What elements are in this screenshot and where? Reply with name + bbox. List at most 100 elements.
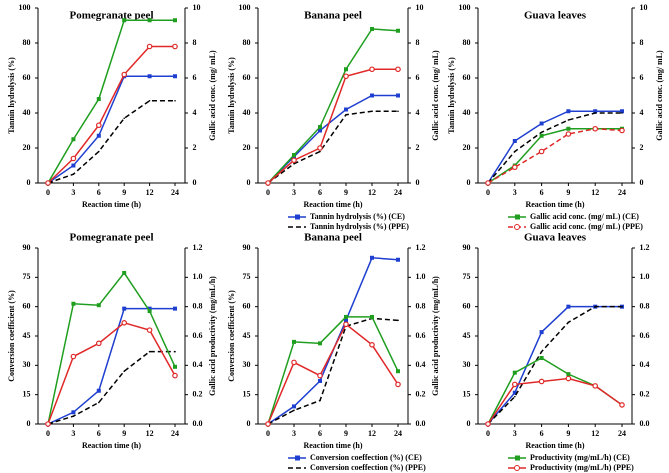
data-point: [395, 381, 401, 388]
series-line: [267, 316, 399, 425]
y-tick-label: 15: [463, 389, 471, 398]
data-point: [539, 121, 544, 126]
y2-tick-label: 0: [416, 178, 420, 187]
y2-axis-label: Gallic acid conc. (mg/ mL): [655, 50, 664, 141]
legend-label: Gallic acid conc. (mg/ mL) (CE): [530, 212, 639, 221]
data-point: [292, 404, 296, 409]
data-point: [621, 112, 623, 114]
y2-tick-label: 0.6: [193, 331, 203, 340]
x-tick-label: 12: [146, 188, 154, 197]
data-point: [318, 128, 322, 133]
data-point: [369, 66, 375, 73]
legend-marker: [514, 224, 520, 230]
y2-tick-label: 0.6: [416, 331, 426, 340]
y2-tick-label: 1.0: [640, 272, 650, 281]
x-tick-label: 24: [171, 188, 179, 197]
y2-tick-label: 0.6: [640, 331, 650, 340]
data-point: [293, 409, 295, 412]
legend-label: Conversion coeffection (%) (PPE): [310, 463, 426, 472]
x-tick-label: 12: [368, 429, 376, 438]
y-tick-label: 0: [467, 419, 471, 428]
data-point: [396, 257, 400, 262]
y2-tick-label: 4: [193, 108, 197, 117]
data-point: [121, 71, 128, 78]
series-line: [267, 28, 399, 184]
y-tick-label: 90: [243, 243, 251, 252]
y2-tick-label: 6: [416, 73, 420, 82]
data-point: [146, 327, 153, 333]
x-tick-label: 3: [513, 429, 517, 438]
chart-title: Guava leaves: [524, 232, 587, 244]
data-point: [147, 309, 152, 314]
y-tick-label: 90: [23, 243, 31, 252]
x-tick-label: 12: [591, 188, 599, 197]
x-axis-label: Reaction time (h): [525, 441, 584, 450]
data-point: [619, 127, 625, 134]
x-tick-label: 9: [122, 188, 126, 197]
data-point: [173, 364, 177, 369]
data-point: [319, 399, 321, 402]
data-point: [512, 370, 517, 375]
data-point: [96, 388, 101, 393]
data-point: [592, 383, 599, 389]
data-point: [512, 139, 517, 143]
data-point: [122, 18, 127, 23]
y2-tick-label: 0.0: [193, 419, 203, 428]
y2-axis-label: Gallic acid conc. (mg/ mL): [431, 50, 440, 141]
data-point: [45, 180, 51, 186]
data-point: [370, 255, 374, 260]
data-point: [96, 97, 101, 101]
series-line: [47, 307, 175, 425]
data-point: [371, 110, 373, 113]
series-line: [47, 321, 176, 425]
data-point: [96, 340, 102, 347]
data-point: [317, 372, 323, 379]
data-point: [511, 164, 518, 171]
y-axis-label: Conversion coefficient (%): [227, 290, 236, 382]
data-point: [123, 370, 125, 373]
y2-tick-label: 4: [416, 108, 420, 117]
data-point: [396, 28, 400, 33]
y2-tick-label: 10: [416, 3, 424, 12]
data-point: [265, 180, 271, 186]
data-point: [71, 163, 76, 168]
data-point: [539, 330, 544, 335]
y-axis-label: Tannin hydrolysis (%): [447, 57, 456, 134]
y-tick-label: 80: [463, 38, 471, 47]
x-axis-label: Reaction time (h): [303, 200, 362, 209]
data-point: [343, 73, 349, 80]
data-point: [292, 153, 296, 157]
x-tick-label: 3: [71, 188, 75, 197]
data-point: [96, 133, 101, 138]
data-point: [397, 110, 399, 113]
data-point: [592, 125, 599, 132]
data-point: [148, 350, 151, 353]
y2-axis-label: Gallic acid conc. (mg/ mL): [208, 50, 217, 141]
data-point: [174, 350, 176, 353]
x-tick-label: 3: [71, 429, 75, 438]
x-tick-label: 9: [344, 429, 348, 438]
y2-tick-label: 0.8: [416, 301, 426, 310]
y-tick-label: 60: [243, 73, 251, 82]
data-point: [318, 378, 322, 383]
data-point: [344, 318, 348, 323]
data-point: [594, 305, 596, 308]
data-point: [396, 93, 400, 98]
x-tick-label: 12: [591, 429, 599, 438]
x-tick-label: 0: [486, 429, 490, 438]
data-point: [292, 339, 296, 344]
x-tick-label: 6: [318, 429, 322, 438]
y2-tick-label: 0: [640, 178, 644, 187]
y-tick-label: 30: [463, 360, 471, 369]
data-point: [173, 306, 177, 311]
x-axis-label: Reaction time (h): [82, 441, 141, 450]
data-point: [291, 157, 297, 164]
data-point: [540, 350, 543, 353]
y-tick-label: 75: [23, 272, 31, 281]
data-point: [397, 319, 399, 322]
data-point: [291, 359, 297, 366]
data-point: [538, 148, 545, 155]
y2-tick-label: 2: [640, 143, 644, 152]
chart-title: Banana peel: [304, 232, 362, 244]
data-point: [265, 421, 271, 427]
